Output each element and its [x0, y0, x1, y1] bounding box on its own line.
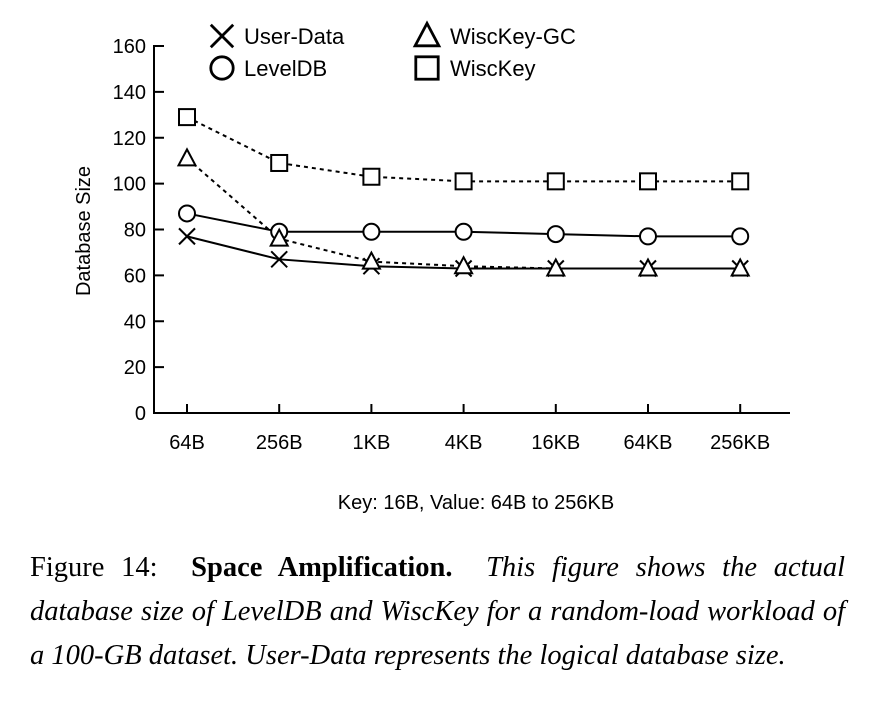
data-point-leveldb — [178, 204, 196, 223]
data-point-leveldb — [546, 225, 565, 244]
data-point-wisckey-gc — [269, 227, 290, 247]
legend-marker-leveldb — [209, 55, 235, 81]
y-tick-label: 60 — [124, 265, 146, 287]
data-point-wisckey-gc — [453, 255, 474, 275]
legend-entry-wisckey-gc: WiscKey-GC — [412, 20, 576, 49]
legend-entry-user-data: User-Data — [209, 23, 345, 49]
data-point-wisckey-gc — [545, 257, 566, 277]
data-point-wisckey — [731, 172, 750, 191]
y-tick-label: 120 — [113, 128, 146, 150]
legend: User-Data LevelDB WiscKey-GC WiscKey — [209, 20, 576, 81]
data-point-wisckey — [546, 172, 565, 191]
y-tick-label: 20 — [124, 357, 146, 379]
space-amplification-chart: 0 20 40 60 80 100 120 140 160 64B 256B 1KB 4KB 16KB 64… — [73, 20, 790, 514]
legend-label: WiscKey-GC — [450, 24, 576, 49]
data-point-leveldb — [639, 227, 657, 246]
x-tick-label: 64KB — [624, 432, 673, 454]
data-point-leveldb — [362, 222, 381, 241]
data-point-wisckey-gc — [176, 147, 198, 167]
x-tick-label: 1KB — [352, 432, 390, 454]
x-tick-label: 64B — [169, 432, 205, 454]
x-tick-label: 256B — [256, 432, 303, 454]
x-axis-label: Key: 16B, Value: 64B to 256KB — [338, 492, 614, 514]
axes: 0 20 40 60 80 100 120 140 160 64B 256B 1KB 4KB 16KB 64… — [113, 36, 790, 454]
data-point-wisckey-gc — [637, 257, 659, 277]
legend-marker-user-data — [209, 23, 235, 49]
legend-label: WiscKey — [450, 56, 536, 81]
y-axis-label: Database Size — [73, 166, 95, 296]
legend-marker-wisckey-gc — [412, 20, 442, 48]
figure-caption: Figure 14: Space Amplification. This fig… — [30, 546, 845, 678]
data-point-wisckey — [362, 167, 381, 186]
data-point-wisckey — [270, 153, 289, 172]
legend-entry-wisckey: WiscKey — [414, 55, 536, 81]
legend-entry-leveldb: LevelDB — [209, 55, 327, 81]
data-point-leveldb — [454, 222, 473, 241]
y-tick-label: 140 — [113, 82, 146, 104]
data-point-wisckey-gc — [730, 257, 751, 277]
data-point-wisckey — [639, 172, 657, 191]
caption-label: Figure 14: — [30, 552, 158, 583]
legend-marker-wisckey — [414, 55, 440, 81]
data-point-wisckey — [178, 108, 196, 127]
series-markers — [176, 108, 751, 278]
y-tick-label: 80 — [124, 220, 146, 242]
data-point-user-data — [270, 250, 288, 269]
y-tick-label: 100 — [113, 174, 146, 196]
y-tick-label: 0 — [135, 403, 146, 425]
data-point-leveldb — [731, 227, 750, 246]
y-tick-label: 40 — [124, 311, 146, 333]
y-tick-label: 160 — [113, 36, 146, 58]
caption-title: Space Amplification. — [191, 552, 453, 583]
data-point-wisckey — [454, 172, 473, 191]
x-tick-label: 256KB — [710, 432, 770, 454]
legend-label: User-Data — [244, 24, 345, 49]
legend-label: LevelDB — [244, 56, 327, 81]
caption-text: This figure shows the actual database si… — [30, 552, 845, 671]
series-line-wisckey — [186, 116, 741, 183]
data-point-user-data — [178, 227, 196, 246]
data-point-wisckey-gc — [361, 250, 382, 270]
x-tick-label: 16KB — [531, 432, 580, 454]
x-tick-label: 4KB — [445, 432, 483, 454]
